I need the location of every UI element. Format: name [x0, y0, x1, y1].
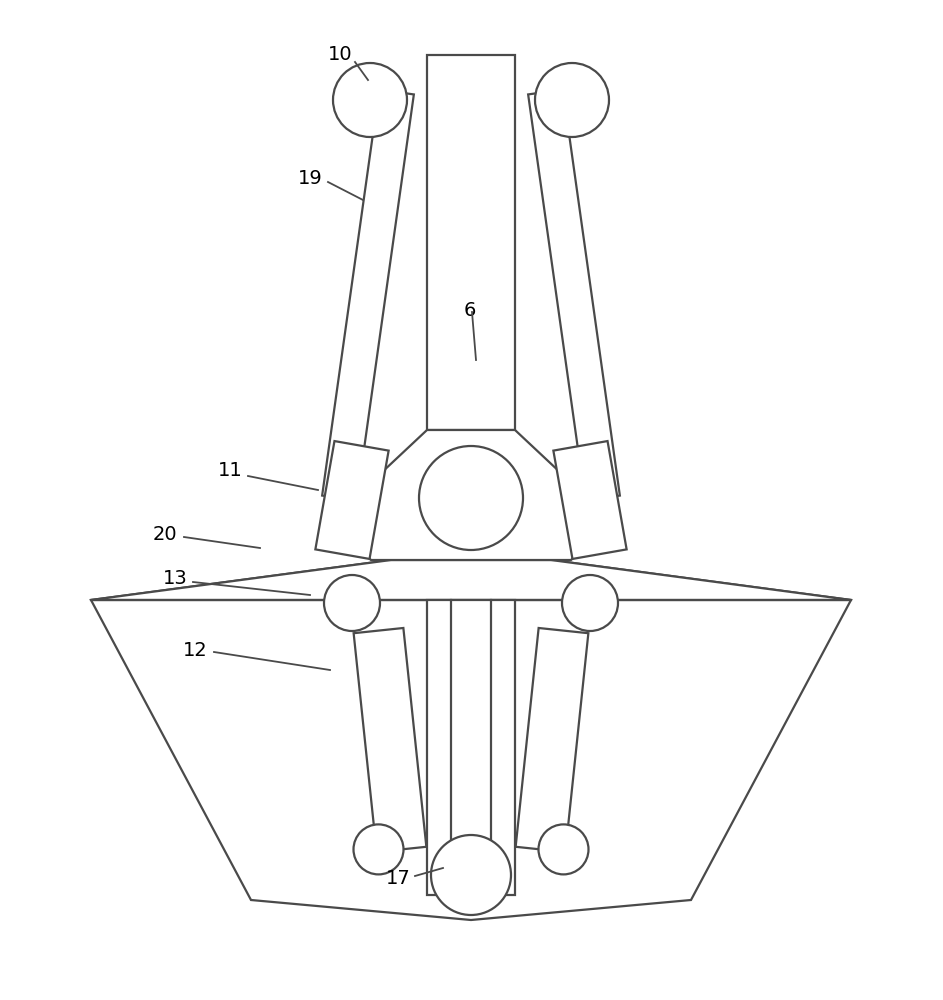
- Circle shape: [535, 63, 609, 137]
- Text: 11: 11: [218, 460, 242, 480]
- Circle shape: [538, 824, 588, 874]
- Circle shape: [419, 446, 523, 550]
- Polygon shape: [354, 628, 426, 852]
- Polygon shape: [91, 560, 851, 600]
- Text: 13: 13: [162, 568, 188, 587]
- Text: 19: 19: [298, 168, 323, 188]
- Circle shape: [333, 63, 407, 137]
- Polygon shape: [427, 600, 515, 895]
- Text: 6: 6: [464, 300, 476, 320]
- Polygon shape: [427, 55, 515, 430]
- Circle shape: [324, 575, 380, 631]
- Polygon shape: [315, 441, 389, 559]
- Circle shape: [562, 575, 618, 631]
- Text: 17: 17: [386, 868, 410, 888]
- Polygon shape: [323, 90, 414, 500]
- Polygon shape: [554, 441, 627, 559]
- Circle shape: [354, 824, 404, 874]
- Polygon shape: [516, 628, 588, 852]
- Polygon shape: [91, 560, 851, 920]
- Text: 10: 10: [327, 45, 353, 64]
- Polygon shape: [528, 90, 620, 500]
- Text: 20: 20: [153, 526, 177, 544]
- Text: 12: 12: [183, 641, 207, 660]
- Polygon shape: [331, 430, 611, 560]
- Circle shape: [431, 835, 511, 915]
